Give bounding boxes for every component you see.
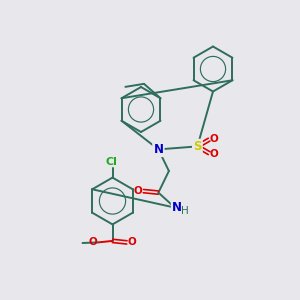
Text: S: S (193, 140, 202, 153)
Text: Cl: Cl (105, 157, 117, 167)
Text: O: O (209, 134, 218, 144)
Text: O: O (134, 186, 143, 196)
Text: O: O (127, 237, 136, 248)
Text: H: H (181, 206, 188, 216)
Text: O: O (89, 237, 98, 248)
Text: O: O (209, 149, 218, 159)
Text: N: N (153, 143, 164, 156)
Text: N: N (171, 201, 182, 214)
